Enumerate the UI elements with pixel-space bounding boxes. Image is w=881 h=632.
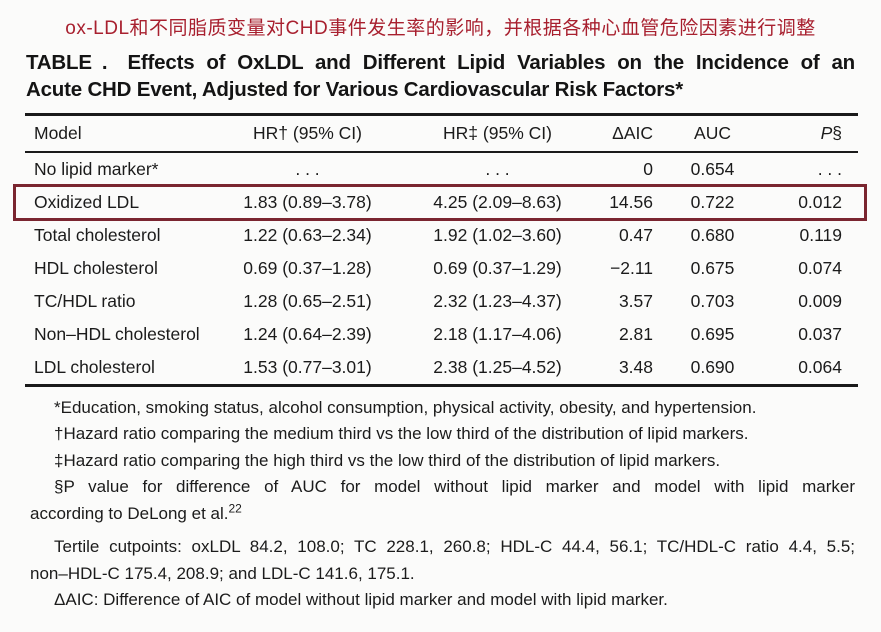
p-header-italic: P [820,122,833,143]
cell-p-value: . . . [817,158,842,179]
cell-hr-high: 2.38 (1.25–4.52) [433,356,562,377]
cell-p-value: 0.012 [798,191,842,212]
cell-hr-high: 4.25 (2.09–8.63) [433,191,562,212]
cell-hr-medium: 1.22 (0.63–2.34) [243,224,372,245]
footnote-p-value-auc: §P value for difference of AUC for model… [54,477,855,497]
cell-auc: 0.722 [690,191,735,212]
cell-auc: 0.654 [690,158,735,179]
cell-hr-medium: 1.53 (0.77–3.01) [243,356,372,377]
p-header-section-mark: § [832,122,842,143]
cell-model: No lipid marker* [34,158,159,179]
cell-p-value: 0.119 [799,224,843,245]
lipid-effects-table: Model HR† (95% CI) HR‡ (95% CI) ΔAIC AUC… [13,112,867,387]
cell-model: HDL cholesterol [34,257,158,278]
table-title-line-2: Acute CHD Event, Adjusted for Various Ca… [26,78,684,102]
cell-auc: 0.703 [690,290,735,311]
cell-model: Total cholesterol [34,224,161,245]
cell-hr-high: 2.32 (1.23–4.37) [433,290,562,311]
cell-p-value: 0.009 [798,290,842,311]
cell-delta-aic: −2.11 [610,257,653,278]
cell-hr-medium: 1.28 (0.65–2.51) [243,290,372,311]
cell-model: Oxidized LDL [34,191,140,212]
table-title: TABLE . Effects of OxLDL and Different L… [26,49,855,104]
cell-hr-high: 0.69 (0.37–1.29) [433,257,562,278]
table-row-ldl-cholesterol: LDL cholesterol 1.53 (0.77–3.01) 2.38 (1… [25,351,858,384]
footnote-tertile-cutpoints-continued: non–HDL-C 175.4, 208.9; and LDL-C 141.6,… [30,563,415,583]
table-row-oxidized-ldl-highlighted: Oxidized LDL 1.83 (0.89–3.78) 4.25 (2.09… [13,183,867,221]
cell-delta-aic: 14.56 [609,191,653,212]
column-header-model: Model [34,122,82,143]
cell-p-value: 0.037 [798,323,842,344]
footnote-delong-reference: according to DeLong et al.22 [30,501,855,528]
table-header-row: Model HR† (95% CI) HR‡ (95% CI) ΔAIC AUC… [25,116,858,153]
cell-hr-medium: 0.69 (0.37–1.28) [243,257,372,278]
cell-p-value: 0.064 [798,356,842,377]
cell-hr-high: 1.92 (1.02–3.60) [433,224,562,245]
table-row-non-hdl-cholesterol: Non–HDL cholesterol 1.24 (0.64–2.39) 2.1… [25,318,858,351]
cell-model: Non–HDL cholesterol [34,323,200,344]
cell-delta-aic: 2.81 [618,323,653,344]
cell-auc: 0.695 [690,323,735,344]
footnote-dagger-medium-third: †Hazard ratio comparing the medium third… [54,424,749,444]
cell-delta-aic: 0 [643,158,653,179]
footnote-delong-text: according to DeLong et al. [30,503,229,523]
column-header-p-value: P§ [760,123,858,144]
table-footnotes: *Education, smoking status, alcohol cons… [30,395,855,614]
table-title-line-1: TABLE . Effects of OxLDL and Different L… [26,51,855,74]
column-header-hr-medium: HR† (95% CI) [253,122,362,143]
footnote-delta-aic-definition: ΔAIC: Difference of AIC of model without… [54,590,668,610]
cell-hr-medium: . . . [295,158,320,179]
chinese-caption: ox-LDL和不同脂质变量对CHD事件发生率的影响，并根据各种心血管危险因素进行… [65,18,816,39]
cell-hr-high: . . . [485,158,510,179]
column-header-hr-high: HR‡ (95% CI) [443,122,552,143]
table-row-no-lipid-marker: No lipid marker* . . . . . . 0 0.654 . .… [25,153,858,186]
footnote-adjustment-factors: *Education, smoking status, alcohol cons… [54,397,757,417]
cell-model: LDL cholesterol [34,356,155,377]
reference-superscript: 22 [228,501,242,516]
cell-auc: 0.680 [690,224,735,245]
footnote-double-dagger-high-third: ‡Hazard ratio comparing the high third v… [54,450,721,470]
cell-hr-high: 2.18 (1.17–4.06) [433,323,562,344]
table-row-total-cholesterol: Total cholesterol 1.22 (0.63–2.34) 1.92 … [25,219,858,252]
cell-hr-medium: 1.24 (0.64–2.39) [243,323,372,344]
cell-model: TC/HDL ratio [34,290,136,311]
footnote-tertile-cutpoints: Tertile cutpoints: oxLDL 84.2, 108.0; TC… [54,537,855,557]
table-row-tc-hdl-ratio: TC/HDL ratio 1.28 (0.65–2.51) 2.32 (1.23… [25,285,858,318]
cell-p-value: 0.074 [798,257,842,278]
cell-auc: 0.690 [690,356,735,377]
column-header-delta-aic: ΔAIC [612,122,653,143]
cell-auc: 0.675 [690,257,735,278]
cell-delta-aic: 3.48 [618,356,653,377]
column-header-auc: AUC [694,122,731,143]
cell-delta-aic: 3.57 [618,290,653,311]
table-row-hdl-cholesterol: HDL cholesterol 0.69 (0.37–1.28) 0.69 (0… [25,252,858,285]
cell-hr-medium: 1.83 (0.89–3.78) [243,191,372,212]
cell-delta-aic: 0.47 [618,224,653,245]
